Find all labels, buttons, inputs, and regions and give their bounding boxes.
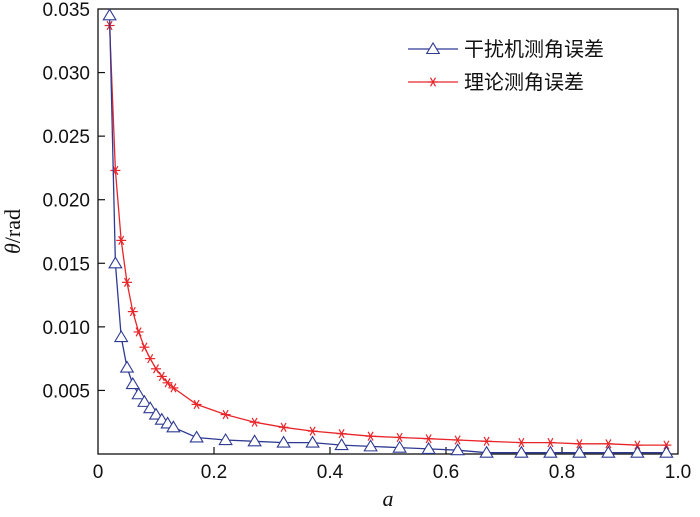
data-point-triangle [305, 435, 320, 448]
data-point-triangle [247, 434, 262, 447]
data-point-asterisk [145, 353, 156, 364]
x-tick-label: 0.2 [201, 462, 227, 483]
data-point-triangle [148, 407, 164, 420]
data-point-triangle [659, 445, 674, 458]
data-point-asterisk [307, 426, 318, 436]
data-point-triangle [334, 438, 349, 451]
y-tick-label: 0.005 [42, 381, 90, 402]
data-point-triangle [572, 445, 587, 458]
y-tick-label: 0.035 [42, 0, 90, 21]
data-point-asterisk [661, 440, 672, 450]
data-point-asterisk [394, 432, 405, 443]
data-point-asterisk [122, 277, 132, 288]
data-point-triangle [514, 445, 529, 458]
data-point-triangle [131, 387, 146, 400]
y-axis-symbol: θ [0, 243, 25, 254]
x-tick-label: 0.6 [433, 462, 459, 483]
legend-item: 理论测角误差 [408, 70, 584, 94]
data-point-triangle [125, 377, 141, 390]
y-axis-unit: /rad [0, 209, 25, 243]
data-point-triangle [102, 8, 117, 21]
data-point-asterisk [452, 435, 463, 445]
data-point-triangle [392, 440, 407, 453]
data-point-asterisk [168, 383, 179, 393]
data-point-triangle [543, 445, 558, 458]
data-point-triangle [276, 435, 291, 448]
data-point-asterisk [278, 422, 289, 432]
data-point-triangle [601, 445, 616, 458]
series-1 [102, 8, 674, 458]
data-point-triangle [479, 445, 494, 458]
data-point-asterisk [481, 436, 492, 446]
y-tick-label: 0.025 [42, 127, 90, 148]
data-point-asterisk [162, 378, 173, 388]
data-point-triangle [113, 329, 129, 343]
data-point-asterisk [545, 437, 556, 448]
data-point-asterisk [516, 437, 527, 448]
data-point-triangle [218, 432, 233, 446]
y-tick-label: 0.030 [42, 64, 90, 85]
data-point-asterisk [133, 327, 144, 337]
x-tick-label: 0.4 [317, 462, 344, 483]
x-tick-label: 0 [93, 462, 104, 483]
data-point-triangle [137, 394, 152, 407]
series-2 [104, 20, 672, 450]
x-axis-label: a [383, 486, 394, 511]
x-tick-label: 0.8 [549, 462, 575, 483]
data-point-triangle [421, 441, 436, 454]
plot-frame [97, 8, 679, 455]
data-point-asterisk [220, 409, 231, 420]
legend-label: 理论测角误差 [464, 70, 584, 94]
data-point-triangle [142, 401, 158, 414]
data-point-triangle [189, 430, 204, 443]
y-tick-label: 0.010 [42, 318, 90, 339]
x-tick-label: 1.0 [665, 462, 691, 483]
data-point-asterisk [191, 399, 202, 410]
y-tick-label: 0.015 [42, 254, 90, 275]
legend-label: 干扰机测角误差 [464, 37, 604, 61]
data-point-asterisk [249, 417, 260, 427]
data-point-asterisk [151, 364, 161, 374]
data-point-asterisk [336, 429, 347, 439]
data-point-triangle [166, 420, 181, 433]
data-point-asterisk [116, 235, 127, 246]
data-point-triangle [108, 256, 123, 269]
data-point-triangle [425, 41, 441, 55]
data-point-triangle [630, 445, 645, 458]
data-point-asterisk [127, 306, 138, 317]
data-point-asterisk [139, 342, 150, 352]
data-point-triangle [119, 360, 135, 373]
data-point-asterisk [423, 434, 434, 444]
y-axis-label: θ/rad [0, 209, 25, 254]
data-point-asterisk [365, 431, 376, 441]
data-point-asterisk [574, 439, 585, 449]
legend-item: 干扰机测角误差 [408, 37, 604, 61]
data-point-asterisk [632, 440, 643, 450]
y-tick-label: 0.020 [42, 191, 90, 212]
data-point-triangle [450, 443, 465, 456]
data-point-triangle [363, 439, 378, 452]
data-point-asterisk [156, 371, 167, 382]
data-point-asterisk [603, 439, 614, 449]
data-point-asterisk [428, 77, 438, 87]
